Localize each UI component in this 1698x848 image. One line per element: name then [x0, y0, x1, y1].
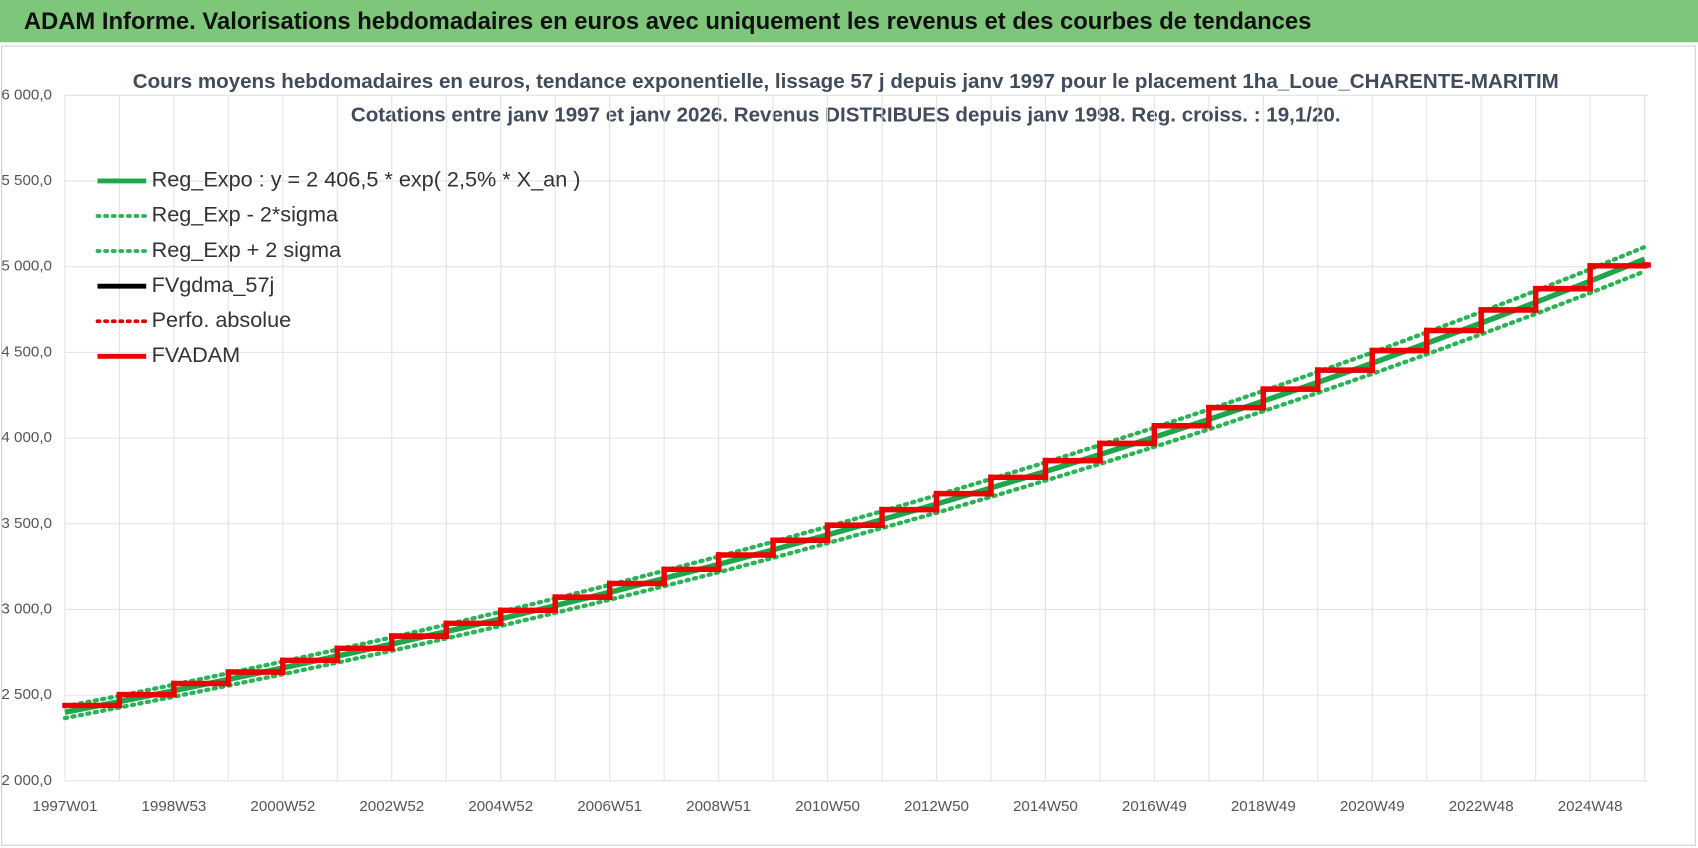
- y-tick-label: 4 000,0: [1, 429, 52, 446]
- y-tick-label: 5 500,0: [1, 172, 52, 189]
- y-tick-label: 2 500,0: [1, 686, 52, 703]
- chart-subtitle: Cotations entre janv 1997 et janv 2026. …: [351, 103, 1341, 126]
- x-tick-label: 2012W50: [904, 798, 969, 815]
- y-tick-label: 2 000,0: [1, 772, 52, 789]
- legend-label: FVgdma_57j: [152, 272, 275, 297]
- legend-label: Reg_Exp - 2*sigma: [152, 202, 339, 227]
- header-bar: [0, 0, 1698, 43]
- x-tick-label: 2016W49: [1122, 798, 1187, 815]
- legend-label: FVADAM: [152, 342, 241, 367]
- x-tick-label: 2010W50: [795, 798, 860, 815]
- x-tick-label: 1998W53: [141, 798, 206, 815]
- legend-label: Reg_Exp + 2 sigma: [152, 237, 342, 262]
- header-title: ADAM Informe. Valorisations hebdomadaire…: [24, 8, 1312, 35]
- y-tick-label: 3 500,0: [1, 515, 52, 532]
- legend-label: Reg_Expo : y = 2 406,5 * exp( 2,5% * X_a…: [152, 167, 581, 192]
- x-tick-label: 2024W48: [1558, 798, 1623, 815]
- x-tick-label: 2014W50: [1013, 798, 1078, 815]
- x-tick-label: 1997W01: [33, 798, 98, 815]
- x-tick-label: 2000W52: [250, 798, 315, 815]
- chart-title: Cours moyens hebdomadaires en euros, ten…: [133, 70, 1559, 93]
- x-tick-label: 2002W52: [359, 798, 424, 815]
- series-line: [62, 269, 1647, 721]
- x-tick-label: 2020W49: [1340, 798, 1405, 815]
- x-tick-label: 2022W48: [1449, 798, 1514, 815]
- legend-label: Perfo. absolue: [152, 307, 292, 332]
- x-tick-label: 2008W51: [686, 798, 751, 815]
- x-tick-label: 2006W51: [577, 798, 642, 815]
- y-tick-label: 4 500,0: [1, 343, 52, 360]
- chart-border: [1, 45, 1696, 846]
- x-tick-label: 2018W49: [1231, 798, 1296, 815]
- x-tick-label: 2004W52: [468, 798, 533, 815]
- y-tick-label: 3 000,0: [1, 600, 52, 617]
- y-tick-label: 5 000,0: [1, 258, 52, 275]
- y-tick-label: 6 000,0: [1, 86, 52, 103]
